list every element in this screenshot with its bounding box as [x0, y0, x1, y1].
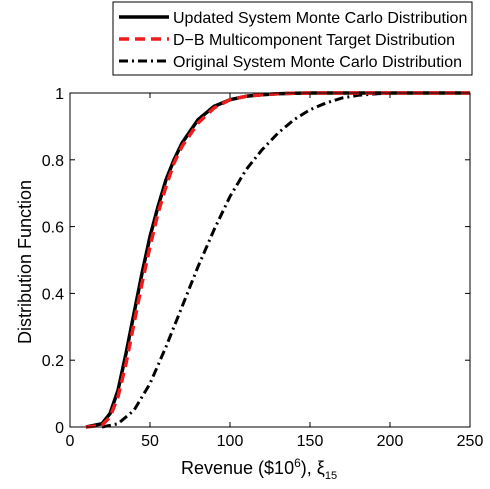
y-tick-label: 0.8	[42, 153, 64, 170]
x-axis-label: Revenue ($106), ξ15	[181, 456, 337, 482]
legend-box	[112, 1, 473, 76]
x-axis-label-tail: ), ξ	[301, 458, 325, 478]
y-tick-label: 0.4	[42, 286, 64, 303]
x-tick-label: 200	[377, 433, 404, 450]
x-axis-label-sub: 15	[325, 470, 337, 482]
y-axis-label: Distribution Function	[15, 180, 35, 344]
plot-area	[85, 91, 470, 429]
legend-label-3: Original System Monte Carlo Distribution	[173, 54, 462, 71]
x-tick-label: 0	[66, 433, 75, 450]
legend-label-2: D−B Multicomponent Target Distribution	[173, 32, 455, 49]
series-line-1	[85, 91, 470, 429]
x-tick-label: 50	[141, 433, 159, 450]
y-tick-label: 0.6	[42, 220, 64, 237]
y-tick-label: 0	[55, 420, 64, 437]
series-line-3	[101, 91, 470, 429]
x-tick-label: 100	[217, 433, 244, 450]
x-tick-label: 150	[297, 433, 324, 450]
axes: 0 50 100 150 200 250 0 0.2 0.4 0.6 0.8 1	[42, 86, 484, 450]
plot-frame	[69, 92, 471, 428]
legend: Updated System Monte Carlo Distribution D…	[112, 1, 473, 76]
y-tick-label: 1	[55, 86, 64, 103]
legend-label-1: Updated System Monte Carlo Distribution	[173, 10, 467, 27]
y-tick-label: 0.2	[42, 353, 64, 370]
x-tick-label: 250	[457, 433, 484, 450]
series-line-2	[85, 91, 470, 429]
x-axis-label-main: Revenue ($10	[181, 458, 294, 478]
x-axis-label-sup: 6	[294, 456, 301, 470]
